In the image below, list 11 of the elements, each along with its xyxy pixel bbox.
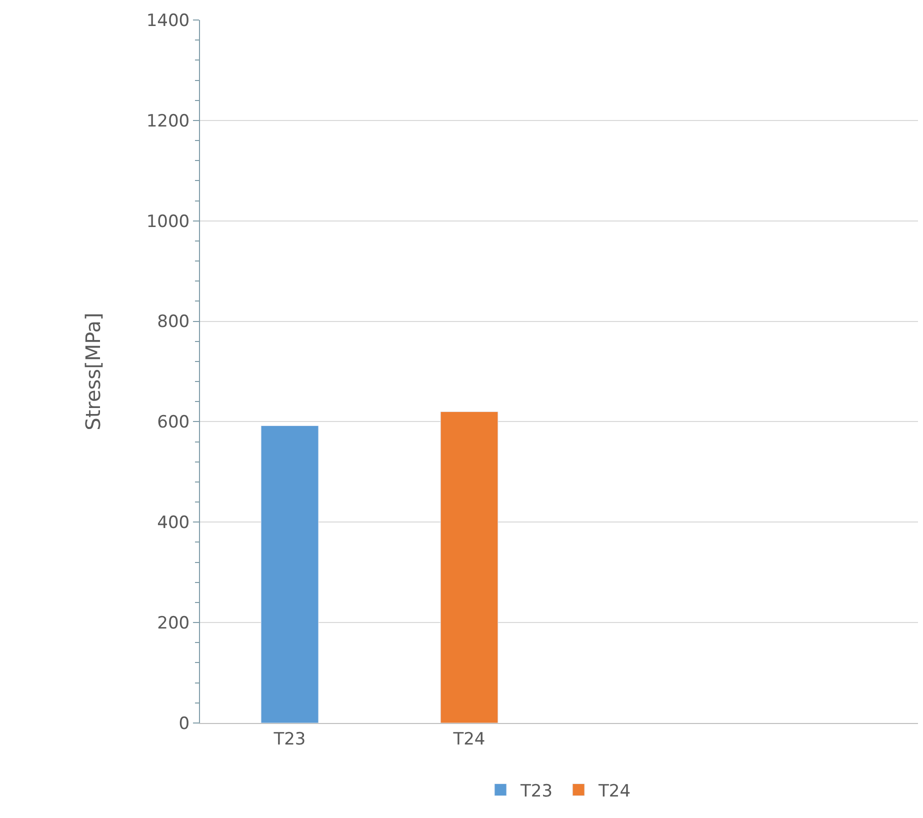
y-tick-label: 1200 bbox=[146, 111, 190, 132]
y-tick-label: 0 bbox=[178, 714, 190, 734]
y-tick-label: 1000 bbox=[146, 212, 190, 232]
legend-label: T23 bbox=[520, 781, 553, 802]
y-tick-label: 400 bbox=[157, 513, 190, 534]
y-tick-label: 200 bbox=[157, 614, 190, 634]
legend-label: T24 bbox=[598, 781, 631, 802]
y-axis-title: Stress[MPa] bbox=[80, 312, 105, 430]
y-tick-label: 600 bbox=[157, 412, 190, 433]
y-tick-label: 1400 bbox=[146, 10, 190, 31]
y-tick-label: 800 bbox=[157, 312, 190, 332]
